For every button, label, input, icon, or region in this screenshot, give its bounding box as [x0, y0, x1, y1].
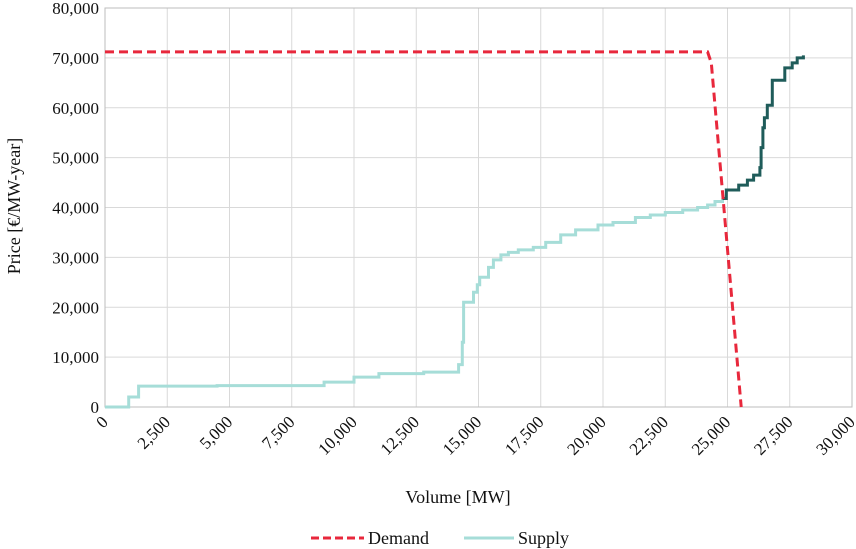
x-tick-label: 30,000 — [812, 412, 856, 458]
x-tick-label: 15,000 — [439, 412, 485, 458]
grid — [104, 7, 853, 408]
y-tick-labels: 0 10,000 20,000 30,000 40,000 50,000 60,000 70,… — [52, 0, 99, 417]
y-axis-title: Price [€/MW-year] — [4, 138, 24, 274]
y-tick-label: 40,000 — [52, 199, 99, 218]
supply-line-above-intersection — [722, 55, 805, 200]
plot-frame — [104, 7, 853, 408]
legend-label-supply: Supply — [518, 528, 569, 548]
x-axis-title: Volume [MW] — [405, 487, 510, 507]
x-tick-label: 10,000 — [314, 412, 360, 458]
y-tick-label: 50,000 — [52, 149, 99, 168]
y-tick-label: 70,000 — [52, 49, 99, 68]
legend: Demand Supply — [311, 528, 569, 548]
x-tick-label: 22,500 — [626, 412, 672, 458]
x-tick-label: 27,500 — [750, 412, 796, 458]
y-tick-label: 80,000 — [52, 0, 99, 18]
x-tick-label: 17,500 — [501, 412, 547, 458]
x-tick-label: 2,500 — [134, 412, 174, 452]
legend-label-demand: Demand — [368, 528, 429, 548]
x-tick-label: 12,500 — [377, 412, 423, 458]
y-tick-label: 0 — [91, 398, 100, 417]
y-tick-label: 10,000 — [52, 348, 99, 367]
x-tick-labels: 0 2,500 5,000 7,500 10,000 12,500 15,000 17,500… — [92, 412, 856, 458]
y-tick-label: 20,000 — [52, 298, 99, 317]
x-tick-label: 7,500 — [258, 412, 298, 452]
y-tick-label: 30,000 — [52, 248, 99, 267]
series-layer — [105, 50, 805, 409]
x-tick-label: 5,000 — [196, 412, 236, 452]
x-tick-label: 20,000 — [563, 412, 609, 458]
demand-line — [105, 50, 743, 408]
supply-line — [105, 198, 724, 409]
y-tick-label: 60,000 — [52, 99, 99, 118]
x-tick-label: 25,000 — [688, 412, 734, 458]
